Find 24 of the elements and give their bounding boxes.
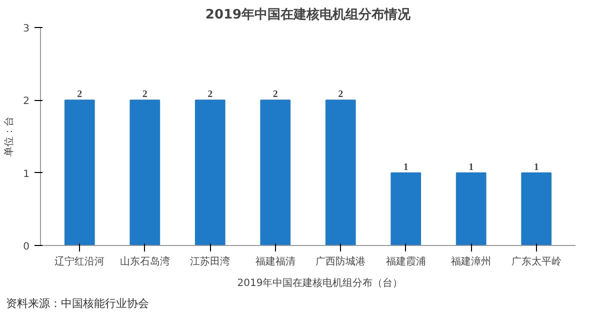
data-label: 2 <box>338 89 344 100</box>
x-tick-label: 广东太平岭 <box>511 256 562 268</box>
x-tick-label: 福建福清 <box>255 256 296 268</box>
data-label: 1 <box>403 162 408 173</box>
x-tick-label: 山东石岛湾 <box>120 256 170 268</box>
y-tick-label: 1 <box>23 168 30 180</box>
y-axis-title: 单位：台 <box>3 116 16 156</box>
chart-title: 2019年中国在建核电机组分布情况 <box>205 6 412 22</box>
y-tick-label: 3 <box>23 24 30 34</box>
data-label: 1 <box>534 162 539 173</box>
text: 资料来源：中国核能行业协会 <box>6 296 149 312</box>
y-tick-label: 0 <box>23 242 30 252</box>
x-tick-label: 广西防城港 <box>316 256 366 268</box>
y-tick-label: 2 <box>23 96 30 108</box>
data-label: 1 <box>468 162 474 173</box>
x-tick-label: 江苏田湾 <box>190 256 230 268</box>
data-label: 2 <box>142 89 148 100</box>
x-tick-label: 辽宁红沿河 <box>54 256 105 268</box>
text: 2019年中国在建核电机组分布（台） <box>237 276 403 290</box>
data-label: 2 <box>77 89 82 100</box>
data-label: 2 <box>272 89 278 100</box>
x-tick-label: 福建霞浦 <box>386 256 426 268</box>
data-label: 2 <box>208 89 213 100</box>
x-tick-label: 福建漳州 <box>451 256 492 268</box>
